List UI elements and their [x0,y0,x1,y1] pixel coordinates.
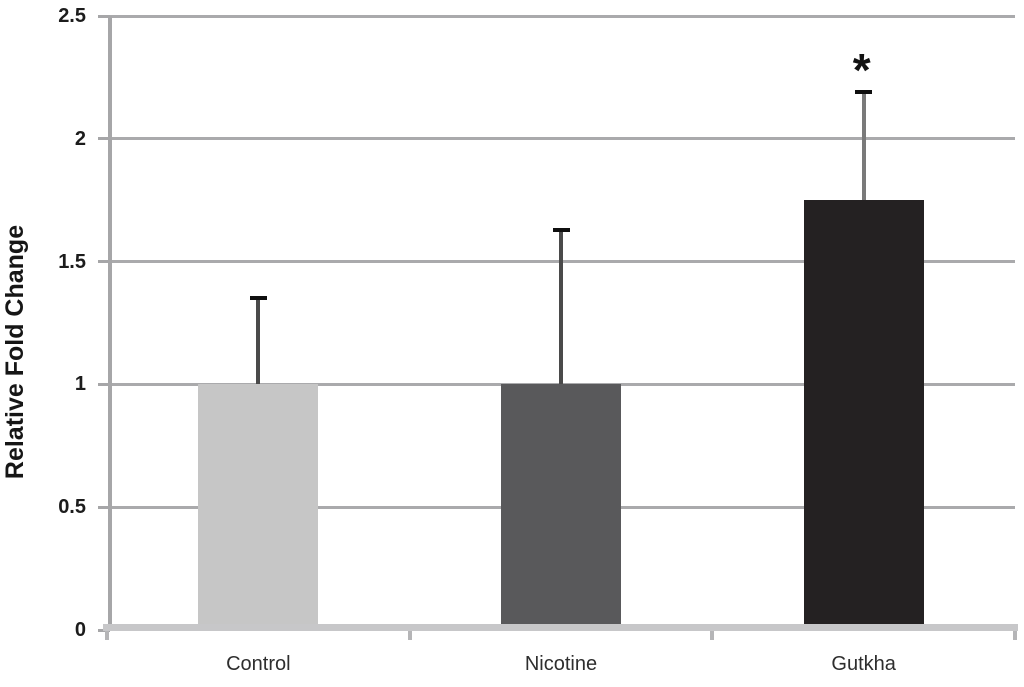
y-axis-tick-2 [98,137,110,141]
gridline-2.5 [110,14,1015,18]
gridline-2 [110,137,1015,141]
x-axis-tick-2 [710,631,715,640]
bar-nicotine [501,384,621,624]
y-axis-line [108,16,112,630]
error-bar-gutkha [861,92,866,201]
y-tick-label-2.5: 2.5 [58,5,86,27]
x-tick-label-control: Control [226,653,291,675]
x-tick-label-nicotine: Nicotine [524,653,598,675]
error-cap-gutkha [855,90,873,95]
y-tick-label-1: 1 [74,373,86,396]
y-axis-tick-1.5 [98,260,110,264]
error-cap-nicotine [552,227,570,232]
error-cap-control [249,296,267,301]
y-tick-label-0.5: 0.5 [58,496,86,519]
y-tick-label-0: 0 [74,619,86,641]
error-bar-nicotine [559,229,563,385]
y-axis-tick-0.5 [98,505,110,509]
x-axis-tick-1 [407,631,412,640]
y-tick-label-1.5: 1.5 [58,250,86,273]
y-tick-label-2: 2 [74,127,86,150]
x-axis-line [103,624,1018,631]
y-axis-title: Relative Fold Change [1,224,29,480]
bar-gutkha [803,200,924,624]
x-tick-label-gutkha: Gutkha [831,653,896,675]
significance-asterisk-gutkha: * [852,44,871,97]
x-axis-tick-3 [1013,631,1017,640]
x-axis-tick-0 [105,631,109,640]
error-bar-control [256,298,261,385]
y-axis-tick-1 [98,382,110,386]
y-axis-tick-2.5 [98,14,110,18]
bar-control [198,384,319,624]
